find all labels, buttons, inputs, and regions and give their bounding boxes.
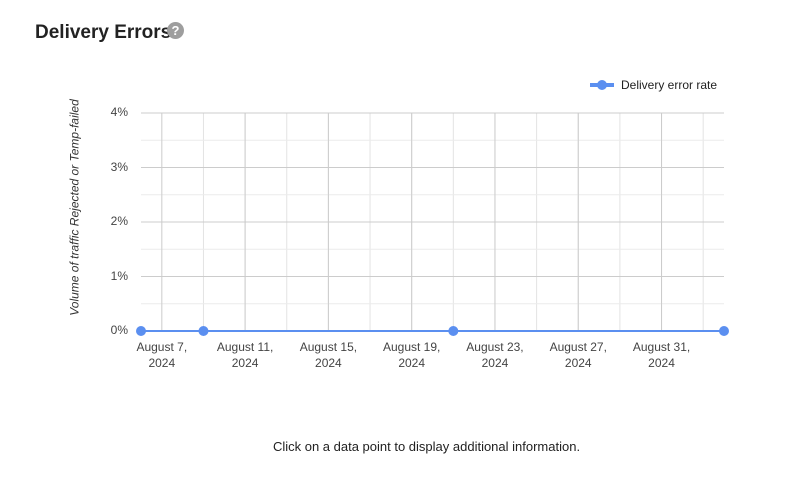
- x-tick-label: August 15, 2024: [299, 340, 358, 370]
- y-tick-label: 0%: [110, 323, 128, 337]
- data-point[interactable]: [136, 326, 146, 336]
- x-tick-label: August 7, 2024: [136, 340, 188, 370]
- legend-swatch: [597, 80, 607, 90]
- help-icon[interactable]: ?: [167, 22, 184, 39]
- y-tick-label: 4%: [110, 105, 128, 119]
- x-tick-label: August 19, 2024: [382, 340, 441, 370]
- x-tick-label: August 23, 2024: [466, 340, 524, 370]
- x-tick-label: August 31, 2024: [632, 340, 691, 370]
- legend-label[interactable]: Delivery error rate: [621, 78, 718, 92]
- title: Delivery Errors: [35, 22, 172, 43]
- y-tick-label: 3%: [110, 159, 128, 174]
- y-axis-label: Volume of traffic Rejected or Temp-faile…: [67, 99, 82, 316]
- data-point[interactable]: [719, 326, 729, 336]
- x-tick-label: August 11, 2024: [216, 340, 274, 370]
- footer-note: Click on a data point to display additio…: [272, 439, 581, 454]
- data-point[interactable]: [448, 326, 459, 336]
- y-tick-label: 1%: [110, 268, 128, 283]
- y-tick-label: 2%: [110, 214, 128, 228]
- x-tick-label: August 27, 2024: [549, 340, 607, 370]
- data-point[interactable]: [198, 326, 209, 336]
